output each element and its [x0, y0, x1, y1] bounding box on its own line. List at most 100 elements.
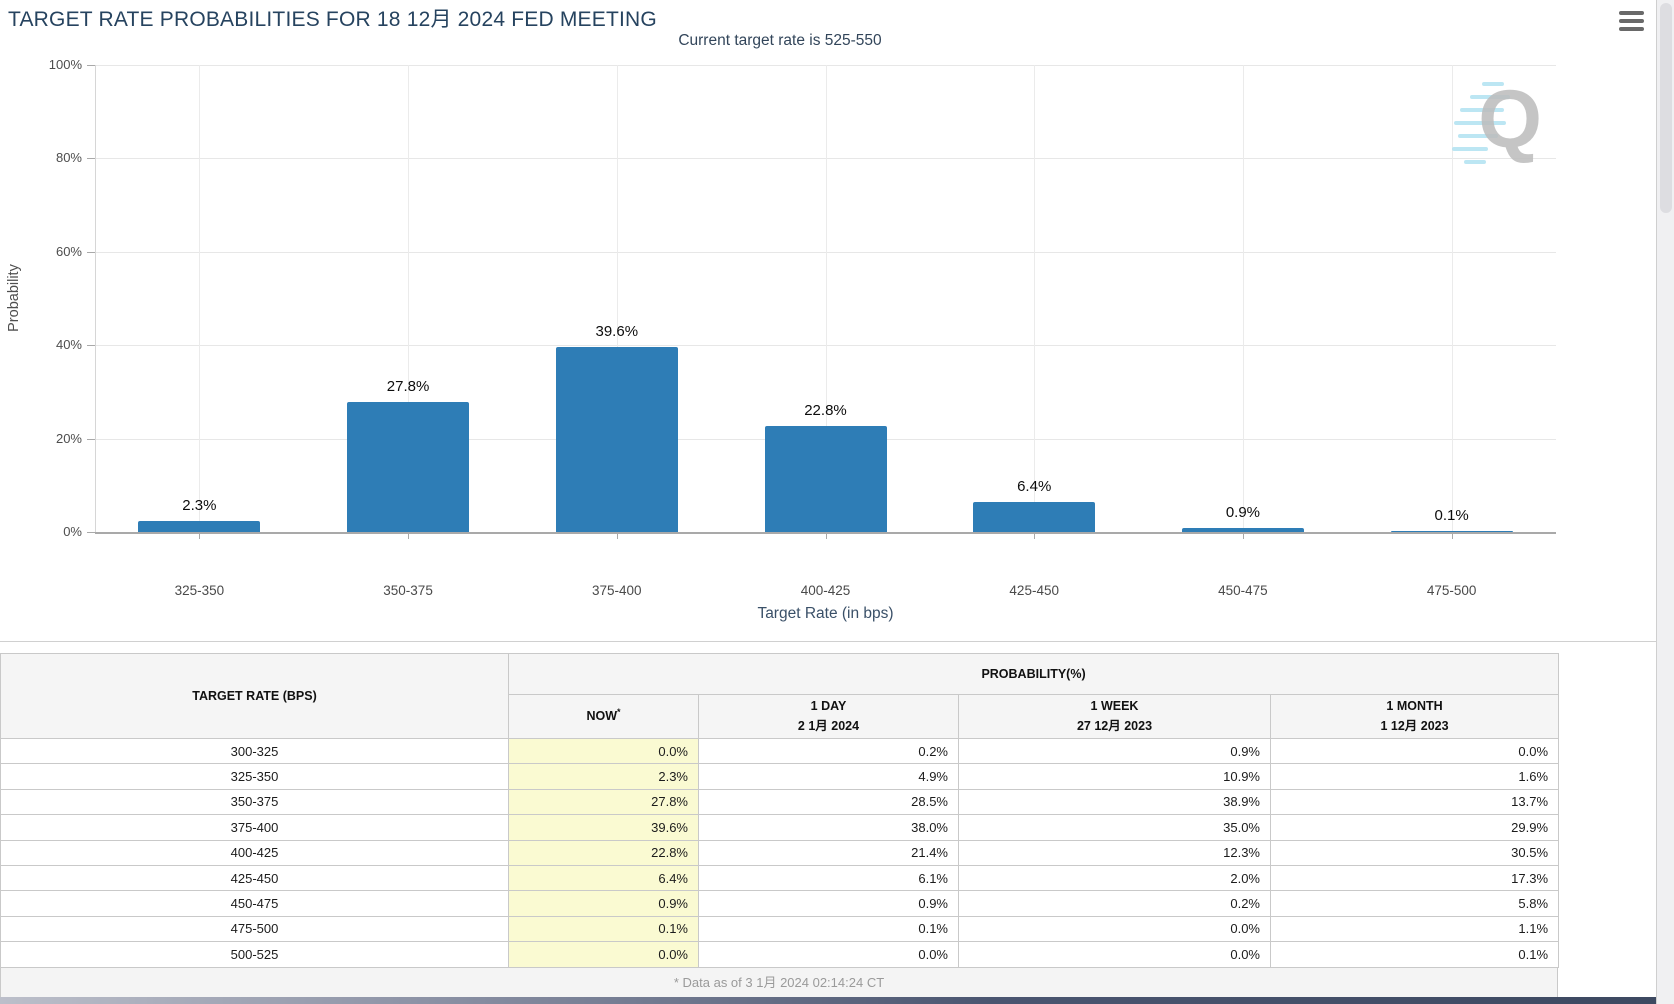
table-row: 425-450 6.4% 6.1% 2.0% 17.3%	[0, 864, 1560, 892]
cell-now: 0.0%	[508, 941, 699, 968]
cell-now: 0.1%	[508, 915, 699, 943]
y-axis-title: Probability	[6, 264, 22, 332]
cell-rate: 475-500	[0, 915, 509, 943]
probability-bar[interactable]	[973, 502, 1096, 532]
cell-day: 0.9%	[698, 890, 959, 917]
table-row: 300-325 0.0% 0.2% 0.9% 0.0%	[0, 737, 1560, 765]
cell-now: 0.9%	[508, 890, 699, 917]
cell-month: 13.7%	[1269, 788, 1560, 816]
col-header-1week: 1 WEEK 27 12月 2023	[958, 694, 1271, 739]
cell-month: 0.0%	[1269, 737, 1560, 765]
table-row: 400-425 22.8% 21.4% 12.3% 30.5%	[0, 839, 1560, 866]
y-axis-tick	[87, 65, 95, 66]
scrollbar-thumb[interactable]	[1660, 3, 1672, 213]
cell-rate: 325-350	[0, 763, 509, 790]
vertical-scrollbar[interactable]	[1656, 0, 1674, 1004]
bar-value-label: 27.8%	[386, 378, 430, 396]
y-axis-line	[95, 65, 96, 532]
hamburger-menu-icon[interactable]	[1619, 11, 1644, 33]
table-row: 500-525 0.0% 0.0% 0.0% 0.1%	[0, 941, 1560, 968]
table-row: 475-500 0.1% 0.1% 0.0% 1.1%	[0, 915, 1560, 943]
y-axis-tick	[87, 158, 95, 160]
x-axis-title: Target Rate (in bps)	[757, 605, 894, 622]
vertical-gridline	[1242, 65, 1244, 532]
x-axis-tick	[825, 533, 827, 539]
col-header-1month: 1 MONTH 1 12月 2023	[1269, 694, 1560, 739]
data-as-of-footnote: * Data as of 3 1月 2024 02:14:24 CT	[0, 967, 1558, 999]
y-tick-label: 40%	[55, 337, 82, 353]
cell-now: 2.3%	[508, 763, 699, 790]
x-axis-tick	[1242, 533, 1244, 539]
cell-month: 30.5%	[1269, 839, 1560, 866]
chart-title: TARGET RATE PROBABILITIES FOR 18 12月 202…	[8, 8, 657, 31]
bar-value-label: 0.9%	[1225, 503, 1261, 521]
cell-week: 0.0%	[958, 915, 1271, 943]
y-axis-tick	[87, 345, 95, 347]
x-category-label: 450-475	[1218, 583, 1268, 598]
probability-bar[interactable]	[347, 402, 470, 532]
cell-now: 22.8%	[508, 839, 699, 866]
cell-rate: 375-400	[0, 814, 509, 841]
table-row: 350-375 27.8% 28.5% 38.9% 13.7%	[0, 788, 1560, 816]
watermark-q-letter: Q	[1478, 74, 1542, 165]
x-axis-line	[95, 532, 1556, 534]
cell-day: 28.5%	[698, 788, 959, 816]
y-axis-tick	[87, 532, 95, 533]
probability-bar[interactable]	[138, 521, 261, 532]
y-tick-label: 0%	[63, 524, 82, 539]
cell-month: 0.1%	[1269, 941, 1560, 968]
cell-rate: 300-325	[0, 737, 509, 765]
cell-day: 21.4%	[698, 839, 959, 866]
x-category-label: 400-425	[800, 583, 851, 598]
col-header-1day: 1 DAY 2 1月 2024	[698, 694, 959, 739]
cell-rate: 400-425	[0, 839, 509, 866]
x-axis-tick	[408, 533, 410, 539]
table-row: 450-475 0.9% 0.9% 0.2% 5.8%	[0, 890, 1560, 917]
cell-now: 39.6%	[508, 814, 699, 841]
y-tick-label: 60%	[55, 243, 82, 259]
cell-day: 6.1%	[698, 864, 959, 892]
y-axis-tick	[87, 438, 95, 440]
probability-bar[interactable]	[1390, 531, 1513, 532]
vertical-gridline	[616, 65, 618, 532]
probability-bar[interactable]	[1181, 527, 1304, 532]
vertical-gridline	[1451, 65, 1453, 532]
x-axis-tick	[616, 533, 618, 539]
vertical-gridline	[1034, 65, 1036, 532]
bar-value-label: 39.6%	[595, 323, 639, 341]
vertical-gridline	[825, 65, 827, 532]
vertical-gridline	[199, 65, 201, 532]
y-axis-tick	[87, 251, 95, 253]
bar-value-label: 6.4%	[1017, 478, 1052, 496]
chart-panel: TARGET RATE PROBABILITIES FOR 18 12月 202…	[0, 8, 1656, 642]
cell-day: 0.1%	[698, 915, 959, 943]
bar-value-label: 2.3%	[182, 497, 217, 515]
x-axis-tick	[1034, 533, 1036, 539]
cell-week: 12.3%	[958, 839, 1271, 866]
chart-subtitle: Current target rate is 525-550	[678, 32, 882, 49]
x-axis-tick	[1451, 533, 1453, 539]
cell-week: 2.0%	[958, 864, 1271, 892]
cell-month: 5.8%	[1269, 890, 1560, 917]
table-row: 375-400 39.6% 38.0% 35.0% 29.9%	[0, 814, 1560, 841]
y-tick-label: 20%	[55, 430, 82, 446]
cell-day: 4.9%	[698, 763, 959, 790]
cell-now: 0.0%	[508, 737, 699, 765]
cell-rate: 425-450	[0, 864, 509, 892]
col-header-now: NOW*	[508, 694, 699, 739]
x-axis-tick	[199, 533, 201, 539]
quikstrike-watermark: Q	[1452, 74, 1542, 170]
x-category-label: 375-400	[592, 583, 642, 598]
cell-week: 0.9%	[958, 737, 1271, 765]
x-category-label: 475-500	[1426, 583, 1477, 598]
cell-month: 1.6%	[1269, 763, 1560, 790]
probability-bar[interactable]	[555, 347, 678, 532]
cell-week: 0.2%	[958, 890, 1271, 917]
x-category-label: 350-375	[383, 583, 433, 598]
cell-day: 0.0%	[698, 941, 959, 968]
cell-week: 10.9%	[958, 763, 1271, 790]
probability-bar[interactable]	[764, 425, 887, 532]
cell-week: 0.0%	[958, 941, 1271, 968]
cell-month: 1.1%	[1269, 915, 1560, 943]
